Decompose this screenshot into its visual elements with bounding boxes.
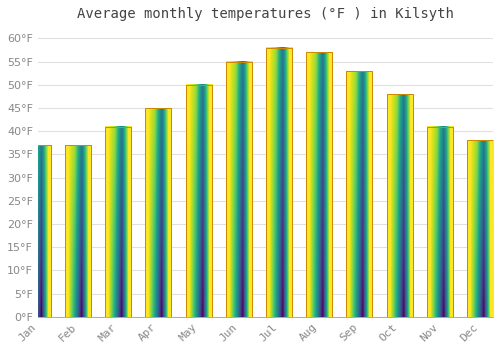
Bar [105, 126, 132, 317]
Bar [266, 48, 292, 317]
Bar [426, 126, 453, 317]
Bar [226, 62, 252, 317]
Bar [346, 71, 372, 317]
Bar [386, 94, 412, 317]
Bar [186, 85, 212, 317]
Bar [266, 48, 292, 317]
Bar [306, 52, 332, 317]
Bar [24, 145, 51, 317]
Bar [467, 140, 493, 317]
Bar [467, 140, 493, 317]
Bar [146, 108, 172, 317]
Bar [24, 145, 51, 317]
Bar [346, 71, 372, 317]
Title: Average monthly temperatures (°F ) in Kilsyth: Average monthly temperatures (°F ) in Ki… [77, 7, 454, 21]
Bar [186, 85, 212, 317]
Bar [65, 145, 91, 317]
Bar [105, 126, 132, 317]
Bar [306, 52, 332, 317]
Bar [386, 94, 412, 317]
Bar [226, 62, 252, 317]
Bar [65, 145, 91, 317]
Bar [146, 108, 172, 317]
Bar [426, 126, 453, 317]
